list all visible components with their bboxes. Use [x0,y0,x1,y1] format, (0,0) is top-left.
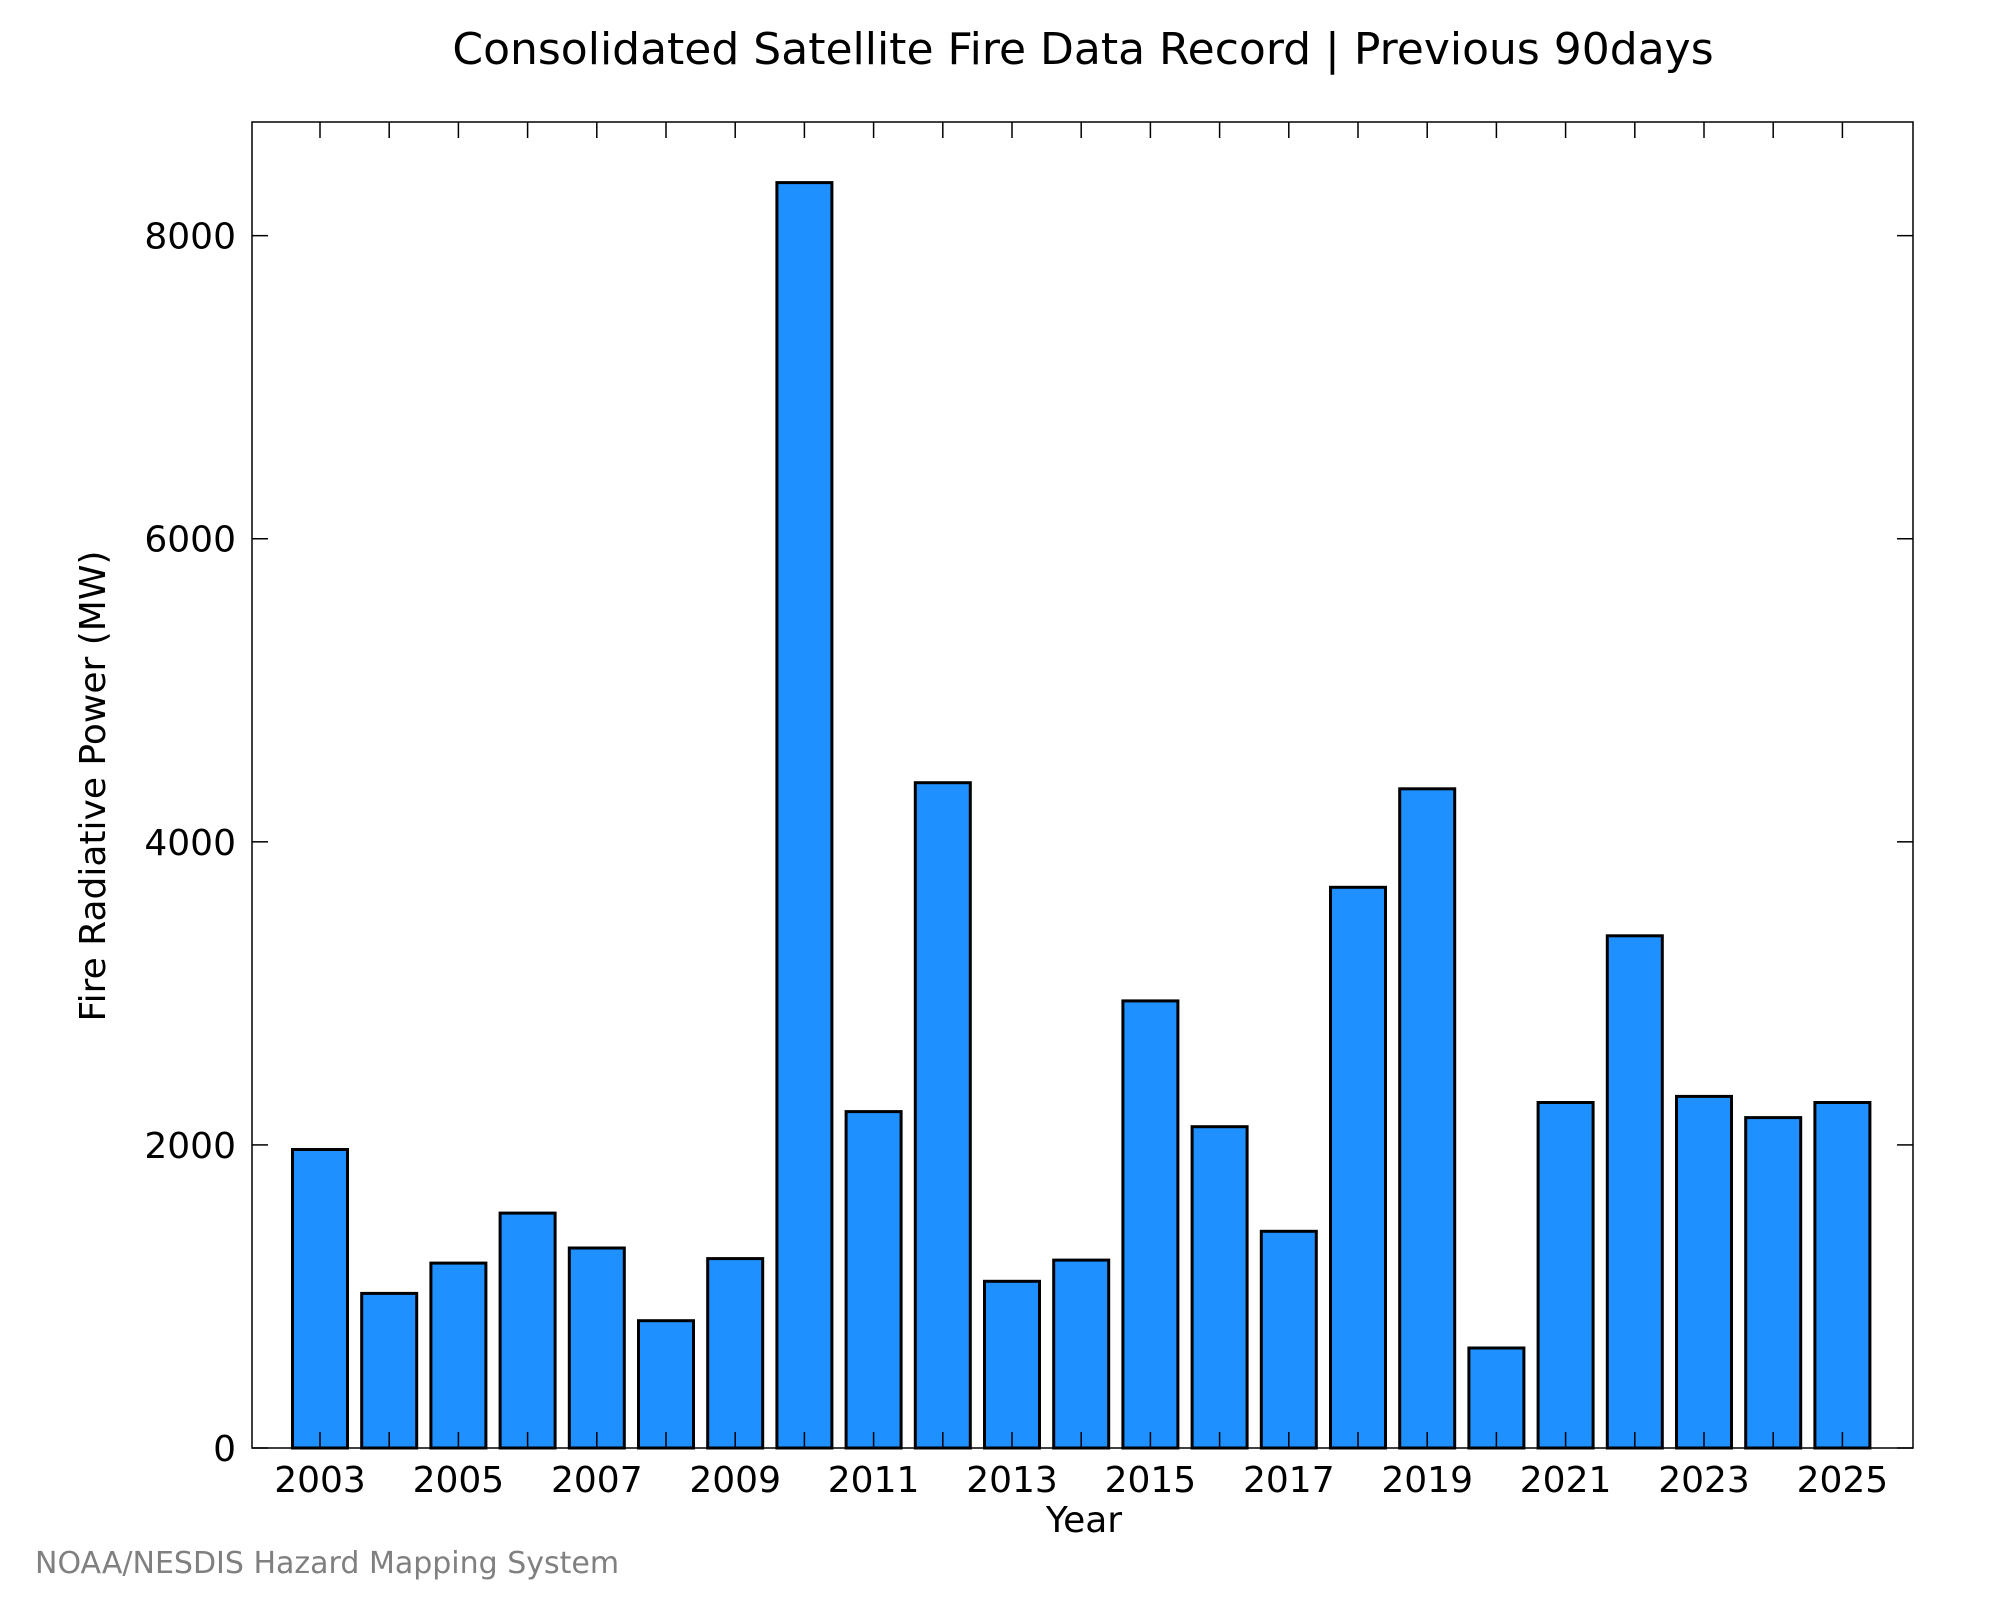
bar-2021 [1536,1101,1595,1450]
x-axis-label: Year [1045,1500,1122,1541]
bar-2025 [1813,1101,1872,1450]
y-axis-ticks: 0 2000 4000 6000 8000 [144,217,1913,1470]
x-tick-label: 2017 [1243,1460,1335,1501]
x-tick-label: 2023 [1658,1460,1750,1501]
bar-2006 [498,1211,557,1450]
x-tick-label: 2003 [274,1460,366,1501]
x-tick-label: 2021 [1520,1460,1612,1501]
bar-2012 [913,781,972,1450]
bar-2017 [1259,1229,1318,1450]
x-tick-label: 2015 [1105,1460,1197,1501]
x-tick-label: 2007 [551,1460,643,1501]
bar-2023 [1675,1094,1733,1450]
bar-2014 [1052,1258,1111,1450]
y-tick-label: 4000 [144,823,236,864]
x-tick-label: 2025 [1797,1460,1889,1501]
y-tick-label: 6000 [144,520,236,561]
bars [291,181,1872,1450]
y-tick-label: 2000 [144,1126,236,1167]
bar-2022 [1605,934,1664,1450]
credit-text: NOAA/NESDIS Hazard Mapping System [35,1546,619,1581]
bar-2010 [775,181,834,1450]
bar-2024 [1744,1116,1803,1450]
bar-2005 [429,1261,488,1450]
x-tick-label: 2013 [966,1460,1058,1501]
bar-2004 [360,1291,419,1450]
y-tick-label: 8000 [144,217,236,258]
bar-2016 [1190,1125,1249,1450]
x-tick-label: 2009 [689,1460,781,1501]
x-axis-ticks: 2003 2005 2007 2009 2011 2013 2015 2017 2019 2021… [274,122,1888,1501]
bar-2011 [844,1110,903,1450]
bar-2009 [706,1257,765,1450]
bar-2013 [983,1279,1041,1450]
bar-2007 [567,1246,626,1450]
x-tick-label: 2011 [828,1460,920,1501]
bar-2015 [1121,999,1180,1450]
bar-2019 [1398,787,1457,1450]
y-tick-label: 0 [213,1429,236,1470]
x-tick-label: 2005 [413,1460,505,1501]
chart-title: Consolidated Satellite Fire Data Record … [452,24,1713,75]
bar-2003 [291,1148,349,1450]
x-tick-label: 2019 [1381,1460,1473,1501]
bar-2008 [637,1319,695,1450]
bar-2018 [1329,885,1387,1450]
y-axis-label: Fire Radiative Power (MW) [73,551,114,1022]
